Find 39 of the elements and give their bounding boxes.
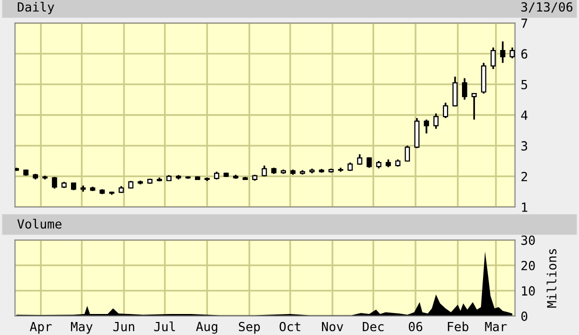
candlestick [424,118,430,134]
y-axis-title: Millions [546,249,556,308]
x-tick-label: Nov [322,322,344,332]
candlestick [510,46,515,60]
candlestick [500,40,506,64]
x-tick-label: Mar [485,322,507,332]
x-tick-label: Apr [30,322,52,334]
y-tick-label: 0 [521,312,528,321]
x-tick-label: Dec [362,322,384,332]
x-tick-label: 06 [408,322,422,332]
y-tick-label: 3 [521,141,528,151]
x-tick-label: Feb [448,322,468,332]
x-tick-label: Sep [238,322,260,334]
candlestick [52,176,58,190]
y-tick-label: 30 [521,236,535,245]
candlestick [262,164,267,178]
y-tick-label: 1 [522,202,528,212]
candlestick [442,102,448,119]
y-tick-label: 20 [521,260,535,270]
x-tick-label: Jul [154,322,175,332]
y-tick-label: 7 [521,18,528,28]
candlestick [433,112,439,130]
x-tick-label: May [70,322,93,334]
y-tick-label: 2 [521,172,528,182]
chart-title: Volume [17,218,62,229]
x-tick-label: Aug [196,322,218,334]
y-tick-label: 6 [521,49,528,59]
candlestick [490,46,496,70]
chart-title: Daily [18,2,54,14]
x-tick-label: Oct [280,322,300,332]
y-tick-label: 10 [522,286,535,296]
x-tick-label: Jun [113,322,134,332]
y-tick-label: 5 [521,80,528,90]
candlestick [404,144,410,162]
candlestick [452,76,458,108]
candlestick [462,77,468,100]
text: 3/13/06 [521,2,572,13]
y-tick-label: 4 [521,110,528,120]
candlestick [472,92,477,120]
